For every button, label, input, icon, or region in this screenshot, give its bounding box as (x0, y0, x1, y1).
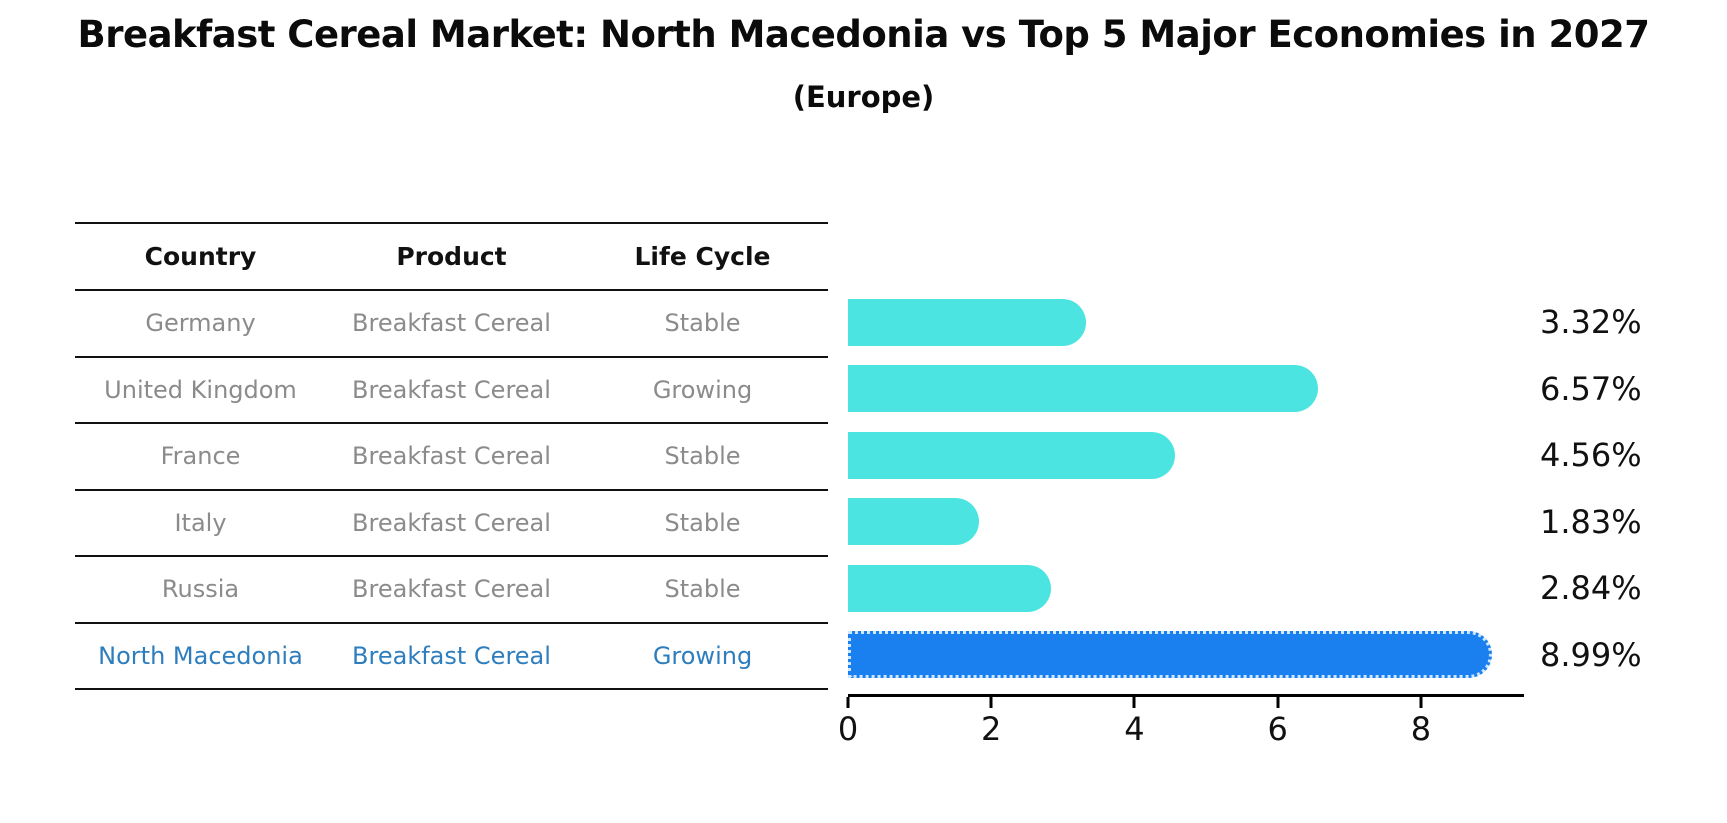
x-axis-tick-label: 0 (837, 710, 859, 748)
cell-country: Russia (161, 575, 240, 604)
cell-product: Breakfast Cereal (352, 309, 551, 338)
x-axis-tick (846, 697, 850, 708)
data-table: Country Product Life Cycle Germany Breakf… (75, 222, 828, 690)
bar-russia (848, 564, 1052, 612)
bar-value-label: 8.99% (1540, 635, 1642, 674)
chart-subtitle: (Europe) (792, 80, 935, 114)
chart-title: Breakfast Cereal Market: North Macedonia… (77, 13, 1650, 56)
bar-value-label: 1.83% (1540, 502, 1642, 541)
x-axis-tick-label: 4 (1124, 710, 1145, 748)
x-axis-spine (848, 694, 1524, 697)
bar-italy (848, 498, 980, 546)
x-axis-tick-label: 8 (1410, 710, 1432, 748)
cell-country: France (160, 442, 241, 471)
x-axis-tick-label: 6 (1267, 710, 1288, 748)
bar-france (848, 431, 1175, 479)
x-axis-tick (1132, 697, 1136, 708)
bar-value-label: 2.84% (1540, 569, 1642, 607)
x-axis-tick (989, 697, 993, 708)
table-row: North Macedonia Breakfast Cereal Growing (75, 624, 828, 690)
table-header-row: Country Product Life Cycle (75, 224, 828, 291)
table-row: Italy Breakfast Cereal Stable (75, 491, 828, 557)
table-row: France Breakfast Cereal Stable (75, 424, 828, 491)
bar-united-kingdom (848, 365, 1319, 413)
cell-life-cycle: Stable (664, 575, 741, 604)
x-axis: 0 2 4 6 8 (838, 694, 1524, 754)
cell-life-cycle: Growing (652, 641, 753, 670)
cell-country: Italy (174, 508, 227, 537)
cell-product: Breakfast Cereal (352, 375, 551, 404)
cell-country: Germany (145, 309, 256, 338)
cell-product: Breakfast Cereal (352, 442, 551, 471)
col-header-life-cycle: Life Cycle (634, 242, 771, 271)
table-row: United Kingdom Breakfast Cereal Growing (75, 358, 828, 424)
x-axis-tick-label: 2 (981, 710, 1002, 748)
x-axis-tick (1419, 697, 1423, 708)
table-body: Germany Breakfast Cereal Stable United King… (75, 291, 828, 690)
bar-value-label: 4.56% (1540, 436, 1642, 474)
cell-country: North Macedonia (98, 641, 303, 670)
cell-life-cycle: Growing (652, 375, 753, 404)
table-row: Russia Breakfast Cereal Stable (75, 557, 828, 624)
bar-value-label: 6.57% (1540, 369, 1642, 408)
col-header-country: Country (144, 242, 257, 271)
cell-product: Breakfast Cereal (352, 641, 551, 670)
cell-life-cycle: Stable (664, 508, 741, 537)
bar-north-macedonia (848, 631, 1492, 679)
cell-product: Breakfast Cereal (352, 575, 551, 604)
cell-product: Breakfast Cereal (352, 508, 551, 537)
bar-value-label: 3.32% (1540, 303, 1642, 341)
cell-life-cycle: Stable (664, 442, 741, 471)
table-row: Germany Breakfast Cereal Stable (75, 291, 828, 358)
bar-germany (848, 298, 1086, 346)
col-header-product: Product (396, 242, 507, 271)
cell-life-cycle: Stable (664, 309, 741, 338)
cell-country: United Kingdom (104, 375, 297, 404)
x-axis-tick (1276, 697, 1280, 708)
bar-chart-area (848, 289, 1524, 688)
